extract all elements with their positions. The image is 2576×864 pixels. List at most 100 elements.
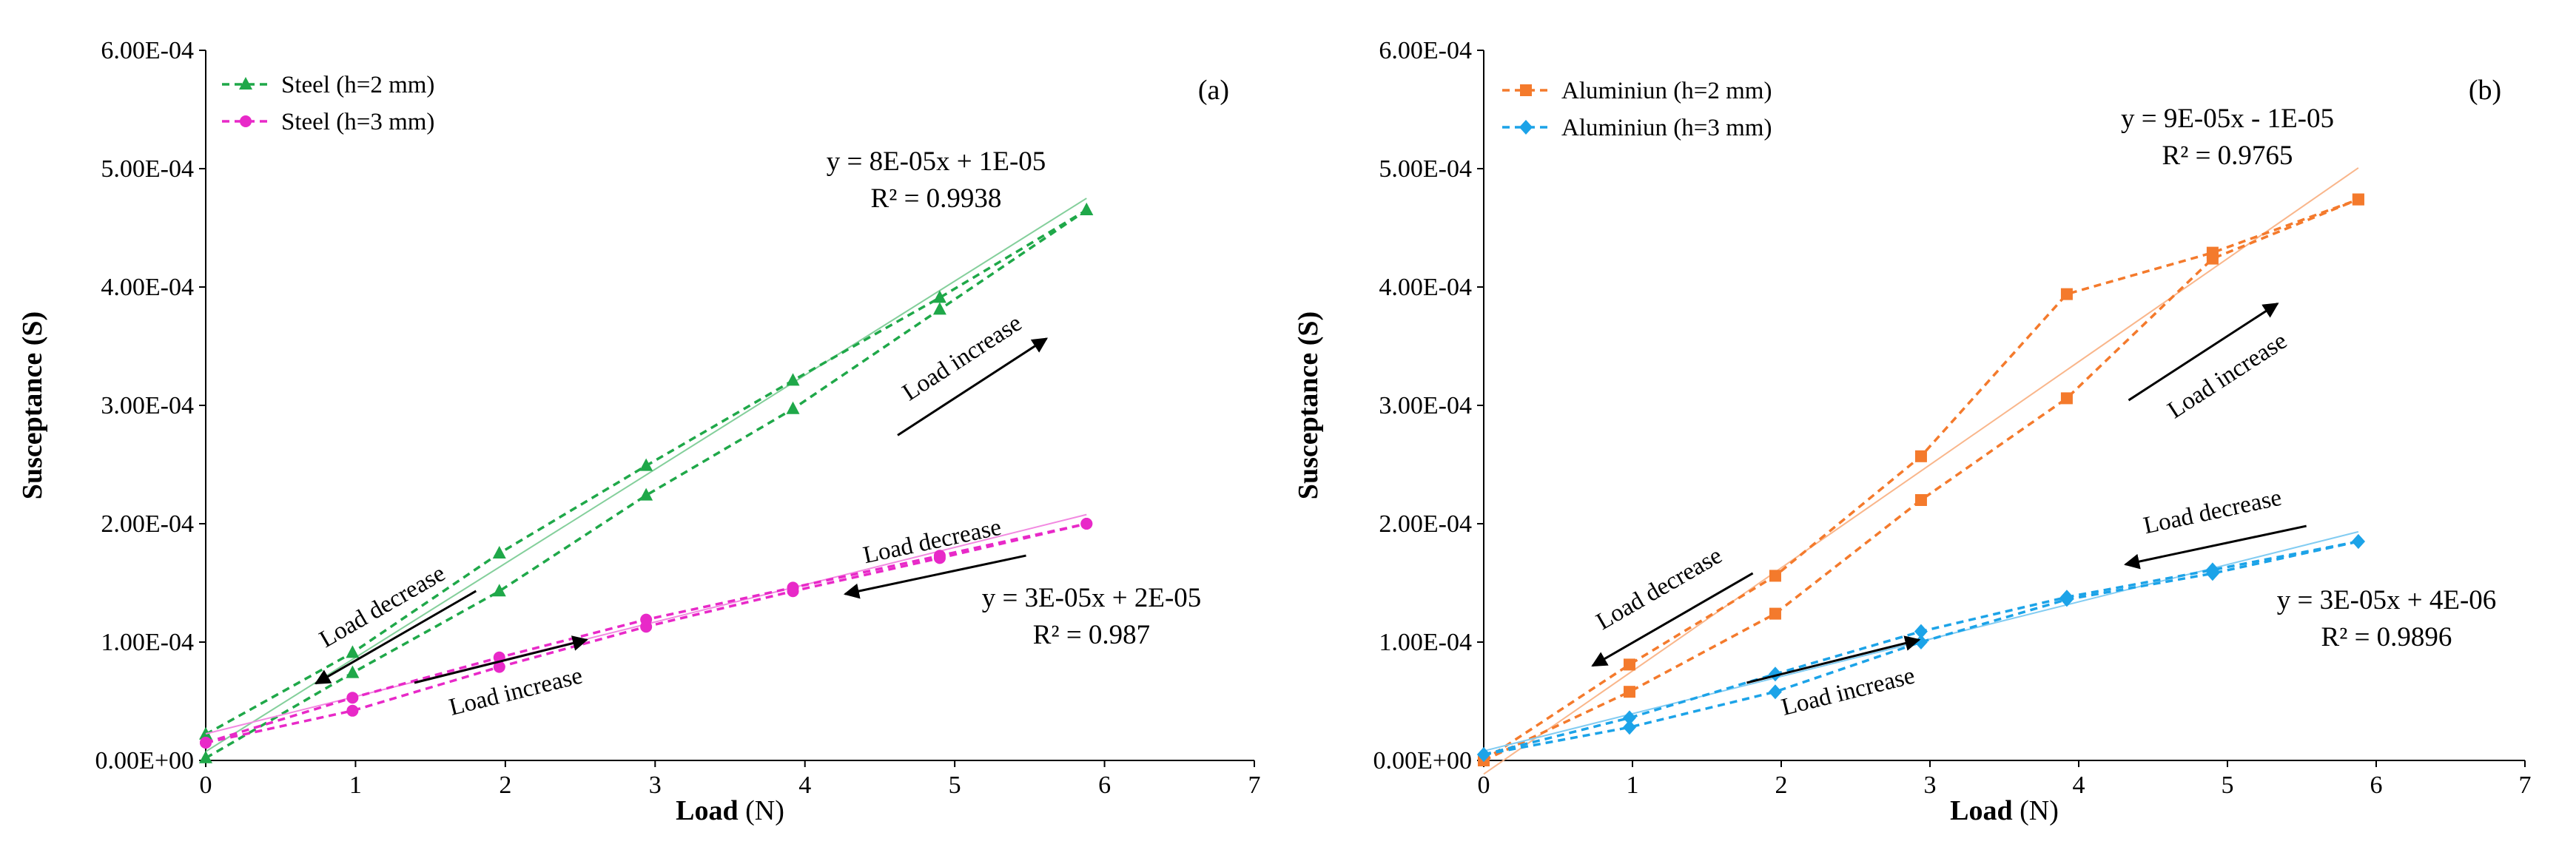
data-point-decrease <box>1623 658 1635 671</box>
x-tick-label: 2 <box>499 772 511 799</box>
y-tick-label: 4.00E-04 <box>1379 274 1472 301</box>
data-point-increase <box>1768 684 1782 700</box>
direction-label: Load increase <box>2163 328 2292 424</box>
data-point-decrease <box>1622 710 1636 726</box>
data-point-increase <box>1622 720 1636 735</box>
series-1 <box>200 513 1093 749</box>
direction-arrow <box>1591 572 1754 667</box>
direction-label: Load increase <box>446 662 585 720</box>
x-tick-label: 7 <box>1248 772 1261 799</box>
series-line-increase <box>205 209 1088 760</box>
trendline-equation: y = 3E-05x + 4E-06 <box>2277 585 2497 615</box>
legend-swatch-marker <box>1520 84 1532 96</box>
direction-annotation: Load increase <box>897 310 1049 436</box>
y-tick-label: 3.00E-04 <box>1379 392 1472 419</box>
direction-arrow <box>2128 303 2279 402</box>
x-axis-title-unit: (N) <box>739 795 784 826</box>
data-point-decrease <box>1914 450 1927 462</box>
data-point-decrease <box>786 373 800 386</box>
x-tick-label: 5 <box>949 772 961 799</box>
data-point-decrease <box>1914 624 1928 639</box>
trendline <box>1483 167 2359 775</box>
legend: Aluminiun (h=2 mm) Aluminiun (h=3 mm) <box>1502 78 1772 141</box>
trendline-equation: y = 8E-05x + 1E-05 <box>827 146 1046 177</box>
trendline-r-squared: R² = 0.9938 <box>871 183 1002 214</box>
data-point-increase <box>786 401 800 414</box>
legend-entry-label: Aluminiun (h=3 mm) <box>1561 115 1772 141</box>
legend-swatch-marker <box>1519 120 1533 135</box>
direction-arrow <box>414 635 588 684</box>
x-tick-label: 3 <box>649 772 662 799</box>
direction-annotation: Load decrease <box>843 514 1026 599</box>
direction-arrow <box>1746 635 1921 684</box>
data-point-decrease <box>200 737 212 749</box>
data-point-decrease <box>2060 288 2073 300</box>
x-tick-label: 7 <box>2519 772 2532 799</box>
panel-label: (b) <box>2469 75 2501 106</box>
x-tick-label: 1 <box>1627 772 1639 799</box>
data-point-decrease <box>2351 534 2365 549</box>
direction-annotation: Load decrease <box>314 560 477 685</box>
x-axis-title: Load (N) <box>676 795 784 826</box>
data-point-decrease <box>1768 666 1782 682</box>
data-point-decrease <box>787 581 799 594</box>
direction-arrow <box>314 590 477 685</box>
x-axis-title: Load (N) <box>1950 795 2059 826</box>
trendline-r-squared: R² = 0.9765 <box>2162 141 2293 171</box>
data-point-increase <box>639 487 653 501</box>
data-point-decrease <box>2059 590 2074 605</box>
data-point-decrease <box>1080 203 1094 215</box>
data-point-increase <box>932 302 946 315</box>
y-axis-title: Susceptance (S) <box>1293 311 1324 499</box>
x-axis-title-unit: (N) <box>2013 795 2059 826</box>
x-tick-label: 3 <box>1924 772 1937 799</box>
x-tick-label: 0 <box>1478 772 1490 799</box>
x-tick-label: 2 <box>1775 772 1788 799</box>
data-point-decrease <box>346 645 360 658</box>
x-tick-label: 4 <box>798 772 811 799</box>
direction-label: Load decrease <box>2141 485 2284 540</box>
legend-entry-label: Aluminiun (h=2 mm) <box>1561 78 1772 104</box>
x-tick-label: 4 <box>2073 772 2085 799</box>
trendline-annotation: y = 3E-05x + 4E-06 R² = 0.9896 <box>2277 585 2497 652</box>
data-point-decrease <box>1477 747 1490 762</box>
series-line-increase <box>1483 198 2359 762</box>
x-tick-label: 6 <box>1098 772 1111 799</box>
direction-annotation: Load decrease <box>1591 542 1754 667</box>
direction-arrow <box>2124 524 2307 570</box>
trendline <box>205 198 1087 752</box>
legend-swatch-marker <box>240 115 252 127</box>
trendline-annotation: y = 9E-05x - 1E-05 R² = 0.9765 <box>2121 104 2334 171</box>
series-1 <box>1477 530 2365 762</box>
data-point-decrease <box>640 613 653 626</box>
y-tick-label: 5.00E-04 <box>101 155 194 183</box>
data-point-decrease <box>932 290 946 303</box>
direction-arrow <box>897 337 1049 436</box>
trendline-annotation: y = 3E-05x + 2E-05 R² = 0.987 <box>982 583 1202 650</box>
direction-arrow <box>843 554 1026 599</box>
y-tick-label: 4.00E-04 <box>101 274 194 301</box>
panel-label: (a) <box>1198 75 1229 106</box>
y-tick-label: 5.00E-04 <box>1379 155 1472 183</box>
data-point-increase <box>1769 607 1781 620</box>
data-point-decrease <box>2205 562 2219 578</box>
chart-panel-b: 0.00E+00 1.00E-04 2.00E-04 3.00E-04 4.00E-04… <box>1293 37 2532 826</box>
data-point-increase <box>492 584 506 597</box>
data-point-increase <box>346 704 359 717</box>
data-point-decrease <box>2352 193 2364 206</box>
legend-entry-label: Steel (h=2 mm) <box>281 72 434 98</box>
y-tick-label: 1.00E-04 <box>101 629 194 656</box>
data-point-decrease <box>2206 246 2219 259</box>
trendline-r-squared: R² = 0.987 <box>1033 620 1150 650</box>
trendline-r-squared: R² = 0.9896 <box>2321 622 2452 652</box>
chart-panel-a: 0.00E+00 1.00E-04 2.00E-04 3.00E-04 4.00E-04… <box>17 37 1261 826</box>
y-tick-label: 1.00E-04 <box>1379 629 1472 656</box>
direction-label: Load decrease <box>315 560 450 653</box>
data-point-increase <box>199 750 212 763</box>
data-point-decrease <box>933 550 946 562</box>
x-tick-label: 5 <box>2222 772 2234 799</box>
data-point-decrease <box>1080 518 1093 530</box>
data-point-decrease <box>492 546 506 558</box>
data-point-decrease <box>1769 570 1781 582</box>
